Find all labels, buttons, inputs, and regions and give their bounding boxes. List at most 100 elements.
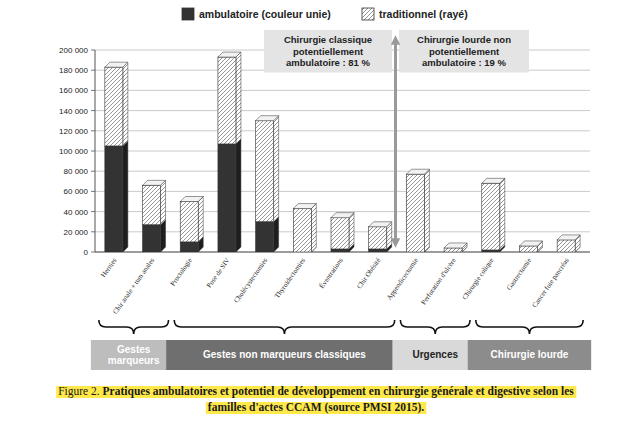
bar-segment [331, 213, 354, 249]
tick-mark [91, 130, 95, 131]
bar [557, 240, 575, 252]
bar-top [105, 62, 128, 67]
annotation-text: ambulatoire : 81 % [286, 57, 370, 68]
bar [406, 174, 424, 252]
bar-top [218, 52, 241, 57]
annotation-text: Chirurgie lourde non [417, 34, 511, 45]
bar-top [557, 235, 580, 240]
title: familles d'actes CCAM (source PMSI 2015)… [208, 401, 424, 414]
category-label: Gastrectomie [505, 257, 533, 292]
tick-mark [91, 211, 95, 212]
caption-line: familles d'actes CCAM (source PMSI 2015)… [208, 401, 424, 414]
bar-side [161, 180, 166, 224]
caption-line: Figure 2. Pratiques ambulatoires et pote… [58, 385, 574, 398]
bar-segment [519, 241, 542, 252]
bar-segment [218, 52, 241, 144]
bar-side [161, 220, 166, 252]
bar-side [274, 116, 279, 222]
tick-label: 0 [84, 248, 89, 257]
bar-segment [105, 62, 128, 146]
tick-label: 140 000 [59, 107, 88, 116]
caption-highlight [56, 386, 576, 414]
tick-mark [91, 231, 95, 232]
category-label: Chirurgie colique [461, 257, 496, 302]
tick-label: 160 000 [59, 86, 88, 95]
grid-line [95, 211, 590, 212]
category-label: Cholécystectomies [232, 256, 269, 304]
bar-top [444, 243, 467, 248]
group-brace [400, 320, 470, 334]
grid-line [95, 90, 590, 91]
tick-mark [91, 252, 95, 253]
bar [143, 185, 161, 224]
bar-segment [369, 222, 392, 249]
bar-top [143, 180, 166, 185]
bar [369, 227, 387, 249]
bar-segment [256, 116, 279, 222]
group-label: marqueurs [108, 355, 160, 366]
group-box [468, 340, 591, 370]
bar-top [482, 178, 505, 183]
y-axis [95, 50, 96, 252]
legend-label: traditionnel (rayé) [379, 8, 468, 20]
highlight [206, 402, 426, 414]
bar-side [123, 141, 128, 252]
bar-segment [293, 204, 316, 252]
bar-segment [218, 139, 241, 252]
bar [482, 250, 500, 252]
bar-side [198, 197, 203, 242]
bar-top [256, 116, 279, 121]
annotation-text: potentiellement [293, 46, 364, 57]
category-label: Cancer foie pancréas [531, 256, 571, 309]
tick-label: 100 000 [59, 147, 88, 156]
category-label: Hernies [99, 256, 118, 279]
annotation-box [399, 30, 529, 73]
tick-label: 80 000 [64, 167, 89, 176]
bar-segment [406, 169, 429, 252]
bar-side [349, 213, 354, 249]
tick-mark [91, 50, 95, 51]
bar [180, 202, 198, 242]
category-label: Thyroïdectomies [273, 256, 307, 300]
bar [105, 146, 123, 252]
bar-top [180, 197, 203, 202]
bar-side [274, 217, 279, 252]
group-label: Gestes [117, 344, 151, 355]
group-brace [476, 320, 583, 334]
bar-top [331, 213, 354, 218]
bar [143, 225, 161, 252]
tick-mark [91, 151, 95, 152]
group-box [166, 340, 402, 370]
tick-mark [91, 70, 95, 71]
group-label: Chirurgie lourde [491, 349, 569, 360]
group-box [392, 340, 478, 370]
tick-label: 180 000 [59, 66, 88, 75]
arrow [394, 40, 397, 243]
bar-side [123, 62, 128, 146]
caption: Figure 2. Pratiques ambulatoires et pote… [56, 385, 576, 414]
highlight [56, 386, 576, 398]
bar-side [500, 178, 505, 250]
category-label: Perforation d'ulcère [420, 257, 458, 307]
tick-mark [91, 90, 95, 91]
bar [218, 57, 236, 144]
category-label: Pose de SIV [205, 257, 231, 290]
bar [331, 218, 349, 249]
tick-label: 60 000 [64, 187, 89, 196]
bar-segment [143, 180, 166, 224]
bar [256, 121, 274, 222]
bar [369, 249, 387, 252]
grid-line [95, 151, 590, 152]
bar [256, 222, 274, 252]
group-box [91, 340, 177, 370]
tick-mark [91, 191, 95, 192]
group-label: Gestes non marqueurs classiques [203, 349, 366, 360]
group-brace [174, 320, 394, 334]
bars [105, 52, 580, 252]
caption-text: Figure 2. Pratiques ambulatoires et pote… [58, 385, 574, 414]
tick-label: 40 000 [64, 208, 89, 217]
title: Pratiques ambulatoires et potentiel de d… [103, 385, 575, 398]
bar [218, 144, 236, 252]
category-label: Chir Obésité [355, 257, 382, 291]
tick-label: 20 000 [64, 228, 89, 237]
